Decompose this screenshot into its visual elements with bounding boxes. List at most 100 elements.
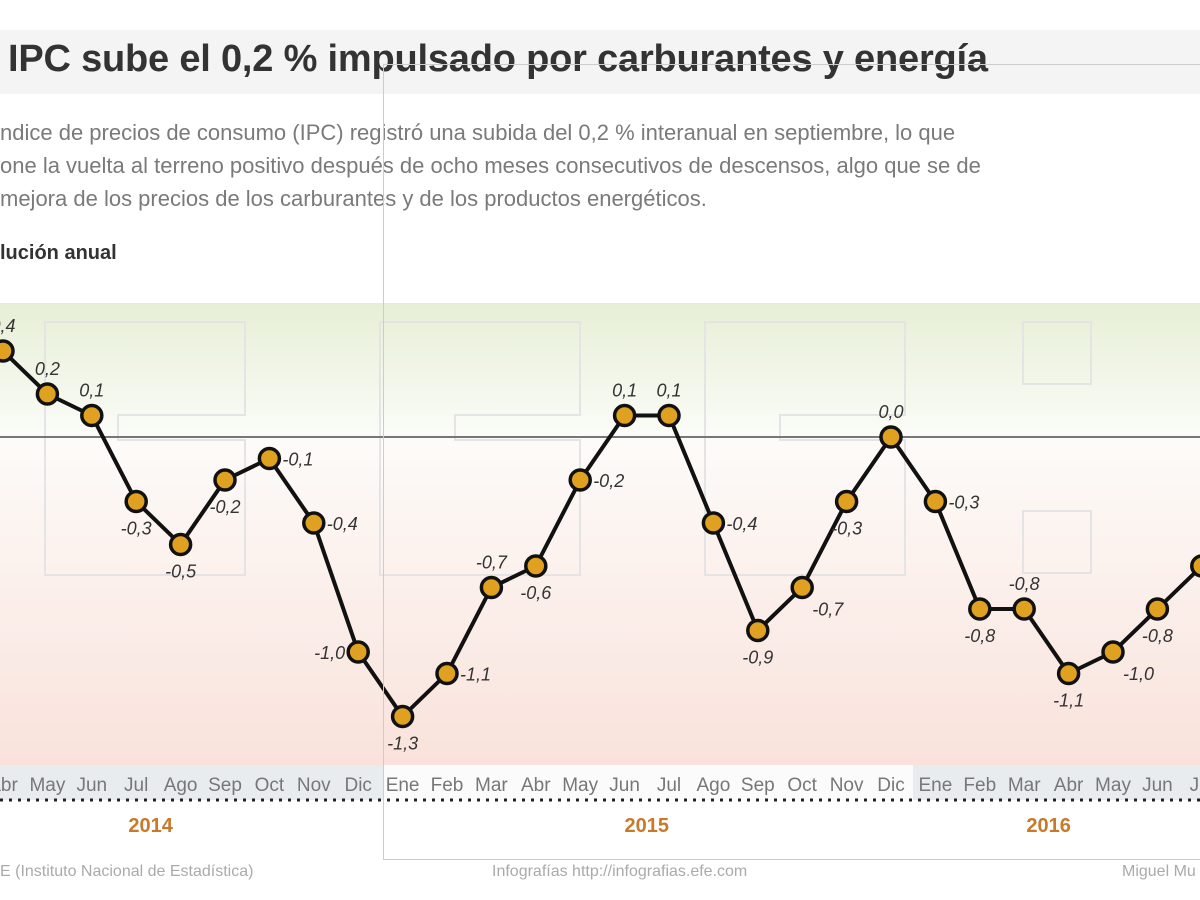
data-point bbox=[524, 554, 548, 578]
data-label: -0,9 bbox=[742, 648, 773, 668]
data-point bbox=[1145, 597, 1170, 621]
data-label: 0,1 bbox=[612, 381, 637, 401]
author-text: Miguel Mu bbox=[1122, 863, 1196, 880]
data-point bbox=[790, 575, 814, 600]
data-label: 0,1 bbox=[79, 381, 104, 401]
data-label: -0,4 bbox=[327, 514, 358, 534]
x-tick-label: Jun bbox=[609, 775, 640, 796]
data-point bbox=[746, 618, 770, 643]
x-tick-label: Sep bbox=[741, 775, 775, 796]
data-label: -0,6 bbox=[520, 583, 552, 603]
data-point bbox=[124, 489, 148, 514]
data-point bbox=[390, 704, 415, 729]
x-tick-label: Jul bbox=[1190, 775, 1200, 796]
x-tick-label: Dic bbox=[877, 775, 904, 796]
data-point bbox=[479, 575, 504, 600]
data-label: -0,7 bbox=[812, 600, 844, 620]
x-tick-label: Abr bbox=[1054, 775, 1084, 796]
data-point bbox=[568, 468, 592, 492]
data-point bbox=[657, 403, 681, 428]
data-point bbox=[213, 468, 237, 492]
x-tick-label: Feb bbox=[963, 775, 996, 796]
x-tick-label: May bbox=[562, 775, 598, 796]
description-line-3: mejora de los precios de los carburantes… bbox=[0, 186, 707, 211]
data-label: -0,3 bbox=[121, 519, 152, 539]
year-label: 2016 bbox=[1026, 815, 1071, 837]
data-point bbox=[1056, 661, 1081, 686]
data-label: -0,3 bbox=[831, 519, 862, 539]
data-point bbox=[80, 403, 104, 428]
positive-band bbox=[0, 303, 1200, 437]
data-label: -0,8 bbox=[1142, 626, 1173, 646]
data-label: -1,1 bbox=[1053, 691, 1084, 711]
x-tick-label: Ene bbox=[386, 775, 420, 796]
data-label: 0,4 bbox=[0, 316, 16, 336]
data-point bbox=[701, 511, 726, 535]
data-label: -0,2 bbox=[209, 497, 240, 517]
data-label: -0,5 bbox=[165, 562, 197, 582]
chart-title: IPC sube el 0,2 % impulsado por carburan… bbox=[8, 38, 988, 80]
data-label: 0,1 bbox=[656, 381, 681, 401]
data-point bbox=[302, 511, 326, 535]
x-tick-label: Oct bbox=[255, 775, 285, 796]
data-point bbox=[834, 489, 859, 514]
data-label: 0,2 bbox=[35, 359, 60, 379]
data-point bbox=[35, 382, 60, 406]
year-label: 2015 bbox=[625, 815, 670, 837]
data-point bbox=[968, 597, 992, 621]
x-tick-label: Mar bbox=[475, 775, 508, 796]
x-tick-label: Jul bbox=[124, 775, 148, 796]
x-tick-label: Abr bbox=[521, 775, 551, 796]
x-tick-label: Sep bbox=[208, 775, 242, 796]
data-label: -1,1 bbox=[460, 665, 491, 685]
x-tick-label: Nov bbox=[297, 775, 331, 796]
x-tick-label: Oct bbox=[787, 775, 817, 796]
data-label: -0,3 bbox=[948, 493, 979, 513]
year-label: 2014 bbox=[128, 815, 173, 837]
data-point bbox=[435, 661, 459, 686]
data-point bbox=[0, 339, 15, 363]
x-tick-label: Ago bbox=[696, 775, 730, 796]
section-label: lución anual bbox=[0, 242, 117, 264]
data-label: -0,2 bbox=[593, 471, 624, 491]
negative-band bbox=[0, 437, 1200, 765]
data-point bbox=[923, 489, 948, 514]
x-tick-label: Nov bbox=[830, 775, 864, 796]
data-label: -0,1 bbox=[282, 450, 313, 470]
x-tick-label: Abr bbox=[0, 775, 18, 796]
month-axis-band-2015 bbox=[383, 765, 913, 800]
data-point bbox=[257, 446, 282, 471]
description-line-2: one la vuelta al terreno positivo despué… bbox=[0, 153, 981, 178]
data-point bbox=[1190, 554, 1200, 578]
data-label: -0,8 bbox=[1009, 574, 1040, 594]
data-point bbox=[346, 640, 370, 664]
x-tick-label: Mar bbox=[1008, 775, 1041, 796]
data-point bbox=[1101, 640, 1125, 664]
x-tick-label: May bbox=[1095, 775, 1131, 796]
x-tick-label: Jun bbox=[76, 775, 107, 796]
data-label: -0,8 bbox=[964, 626, 995, 646]
data-point bbox=[879, 425, 903, 449]
data-label: -0,7 bbox=[476, 553, 508, 573]
data-point bbox=[1012, 597, 1036, 621]
x-tick-label: Jul bbox=[657, 775, 681, 796]
x-tick-label: Feb bbox=[431, 775, 464, 796]
x-tick-label: May bbox=[29, 775, 65, 796]
data-point bbox=[612, 403, 637, 428]
data-label: 0,0 bbox=[878, 402, 903, 422]
series-line bbox=[1, 349, 1200, 719]
data-label: -0,4 bbox=[726, 514, 757, 534]
source-text: E (Instituto Nacional de Estadística) bbox=[0, 863, 254, 880]
x-tick-label: Ene bbox=[918, 775, 952, 796]
credit-text: Infografías http://infografias.efe.com bbox=[492, 863, 748, 880]
data-point bbox=[168, 532, 193, 557]
data-label: -1,0 bbox=[314, 643, 345, 663]
data-label: -1,3 bbox=[387, 734, 418, 754]
x-tick-label: Jun bbox=[1142, 775, 1173, 796]
title-band bbox=[0, 30, 1200, 94]
description-line-1: ndice de precios de consumo (IPC) regist… bbox=[0, 120, 956, 145]
x-tick-label: Dic bbox=[344, 775, 371, 796]
x-tick-label: Ago bbox=[164, 775, 198, 796]
data-label: -1,0 bbox=[1123, 664, 1154, 684]
